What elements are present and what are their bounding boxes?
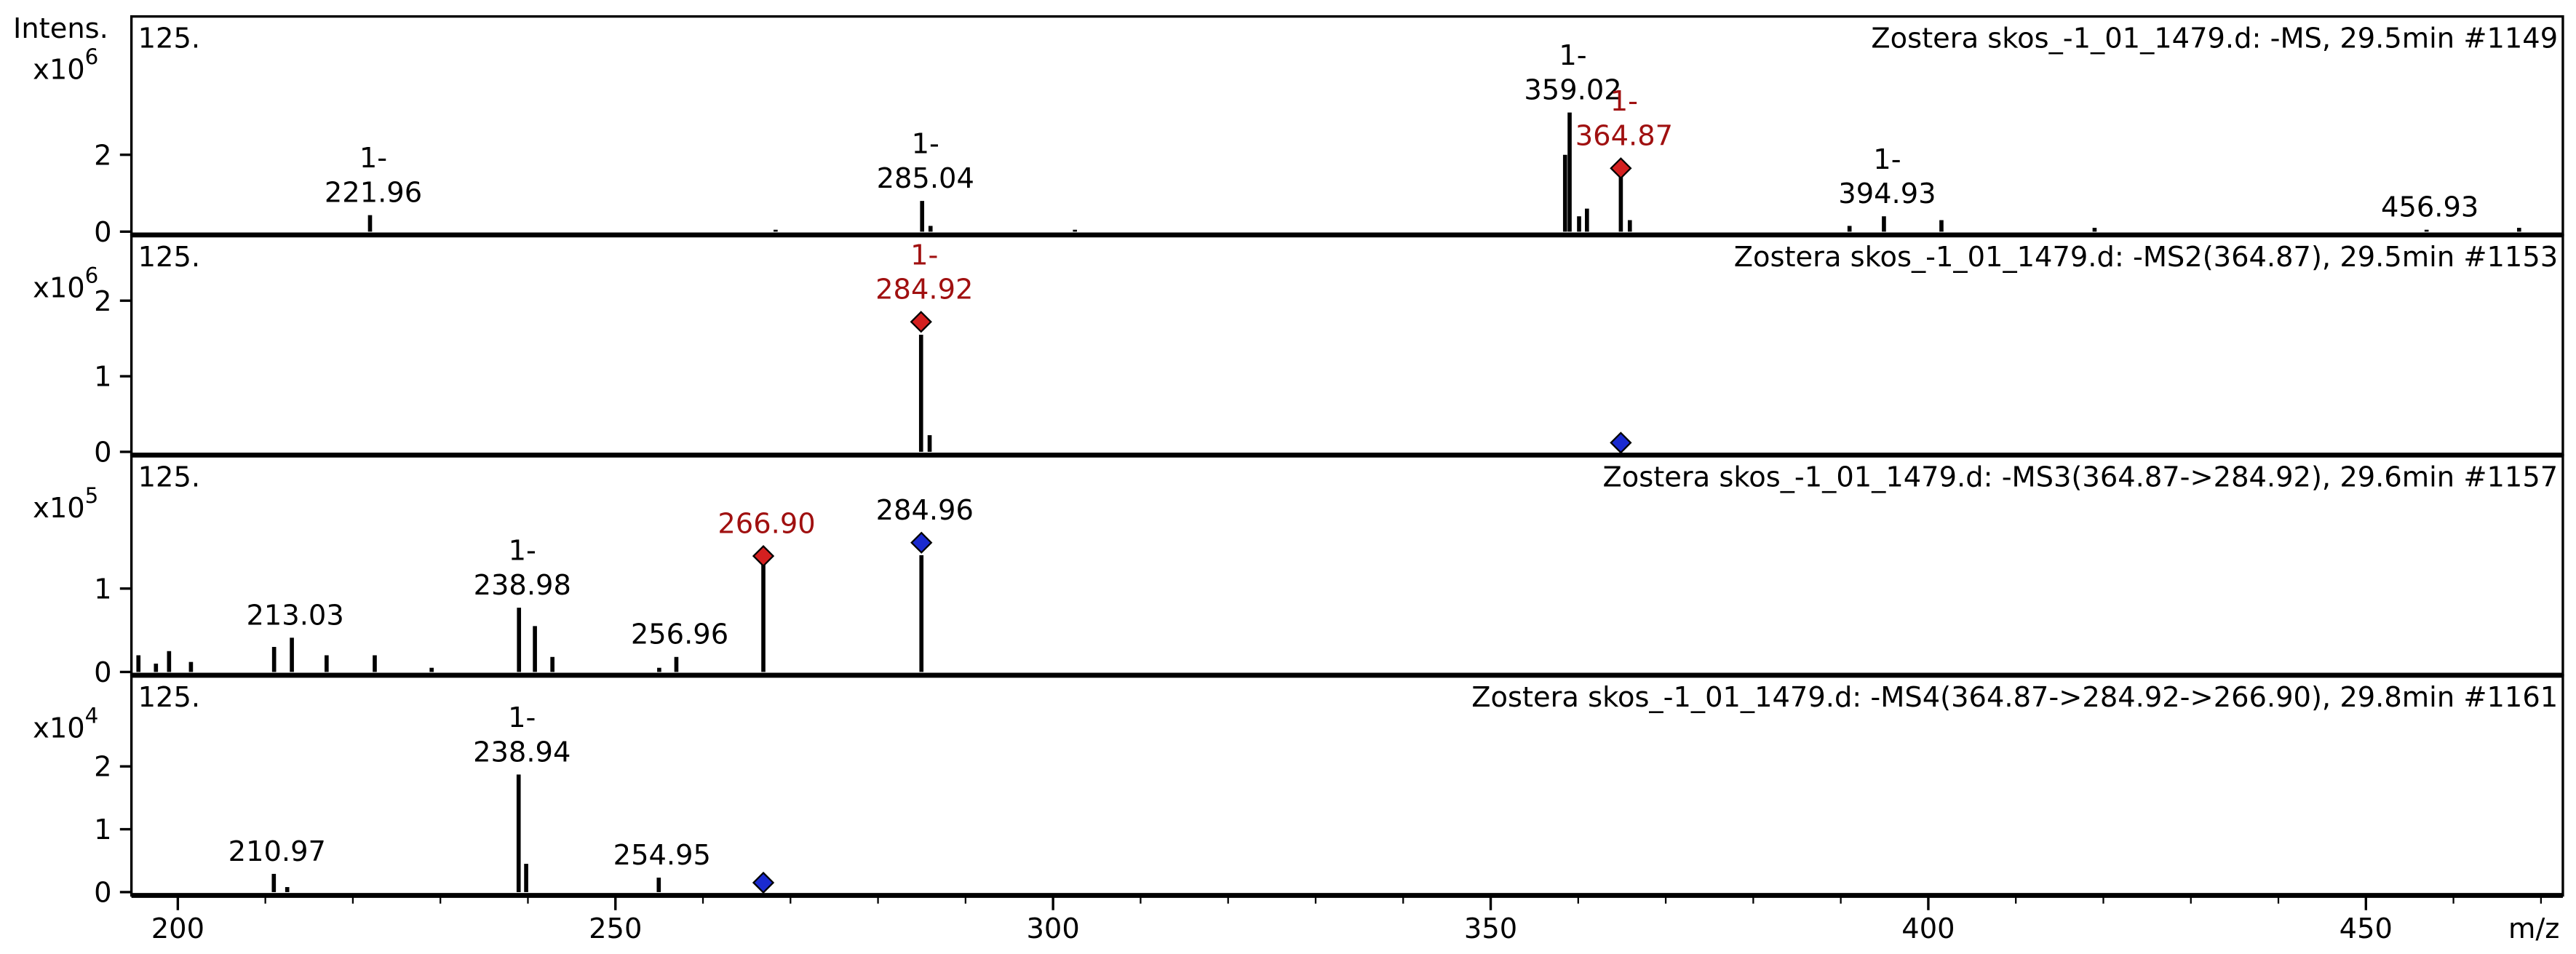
peak-label: 284.96 [876,494,974,527]
peak-charge: 1- [1610,85,1638,118]
precursor-marker [910,531,933,554]
x-axis-title: m/z [2508,913,2559,945]
y-tick-label: 1 [94,361,111,394]
y-tick-label: 2 [94,139,111,172]
precursor-marker [752,871,775,894]
x-tick-label: 450 [2340,913,2393,945]
y-scale-base: x10 [33,272,85,305]
y-scale-base: x10 [33,53,85,86]
y-tick-label: 0 [94,656,111,689]
peak-label: 256.96 [631,619,728,651]
y-tick-label: 0 [94,216,111,249]
panel-title: Zostera skos_-1_01_1479.d: -MS2(364.87),… [1734,241,2558,274]
y-scale: x106 [33,44,98,86]
peak-label: 238.94 [473,736,571,768]
y-tick-label: 2 [94,751,111,784]
x-tick-label: 200 [151,913,204,945]
y-tick-label: 0 [94,436,111,469]
y-tick-label: 1 [94,573,111,605]
peak-label: 221.96 [325,177,422,210]
y-scale: x104 [33,703,98,744]
peak-charge: 1- [1873,143,1901,176]
peak-label: 238.98 [474,569,571,602]
precursor-marker [1610,432,1632,454]
peak-label: 254.95 [613,839,711,872]
x-tick-label: 250 [589,913,642,945]
panel-label: 125. [138,23,200,55]
precursor-marker [752,544,775,568]
peak-charge: 1- [359,142,387,175]
peak-charge: 1- [508,701,536,734]
peak-charge: 1- [912,128,939,161]
x-tick-label: 350 [1464,913,1517,945]
panel-label: 125. [138,681,200,714]
peak-label: 266.90 [717,507,815,540]
peak-label: 210.97 [228,835,326,868]
y-axis-title: Intens. [13,12,108,45]
y-scale: x106 [33,263,98,304]
y-tick-label: 1 [94,814,111,846]
peak-charge: 1- [509,535,536,568]
peak-label: 364.87 [1575,120,1673,153]
panel-title: Zostera skos_-1_01_1479.d: -MS4(364.87->… [1471,681,2558,714]
precursor-marker [910,311,932,333]
peak-charge: 1- [910,239,938,271]
y-tick-label: 2 [94,285,111,318]
peak-label: 359.02 [1524,74,1621,107]
peak-charge: 1- [1559,39,1586,72]
y-scale-base: x10 [33,492,85,525]
y-scale-exponent: 4 [85,703,99,728]
peak-label: 285.04 [877,162,974,195]
y-scale: x105 [33,483,98,525]
peak-label: 284.92 [875,274,973,306]
panel-label: 125. [138,241,200,274]
y-scale-exponent: 6 [85,263,99,287]
y-tick-label: 0 [94,876,111,909]
peak-label: 213.03 [246,599,343,632]
precursor-marker [1610,157,1632,180]
peak-label: 394.93 [1838,178,1936,210]
y-scale-exponent: 5 [85,483,99,508]
peak-label: 456.93 [2381,191,2478,224]
x-tick-label: 300 [1027,913,1080,945]
y-scale-base: x10 [33,712,85,745]
panel-title: Zostera skos_-1_01_1479.d: -MS3(364.87->… [1602,461,2558,493]
panel-label: 125. [138,461,200,493]
x-tick-label: 400 [1901,913,1955,945]
y-scale-exponent: 6 [85,44,99,69]
panel-title: Zostera skos_-1_01_1479.d: -MS, 29.5min … [1871,23,2558,55]
